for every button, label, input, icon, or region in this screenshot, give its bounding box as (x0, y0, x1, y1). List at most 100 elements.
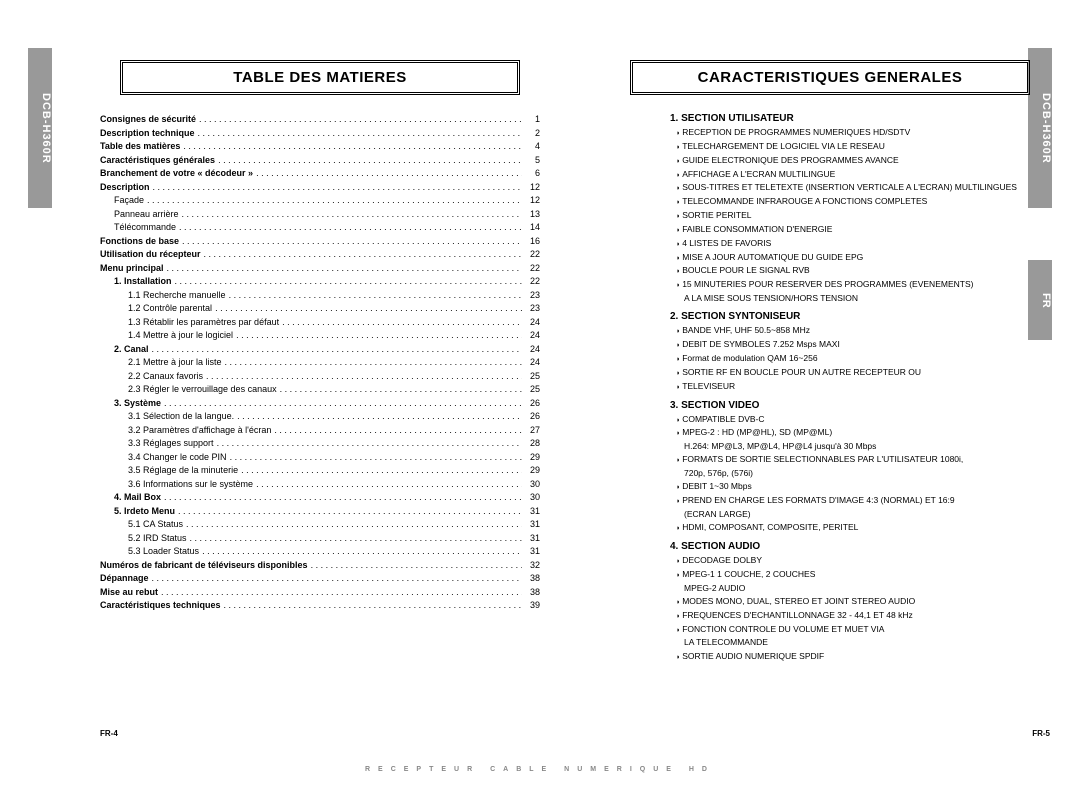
toc-label: Dépannage (100, 572, 149, 586)
feature-bullet-cont: (ECRAN LARGE) (670, 508, 1050, 521)
toc-page: 24 (522, 343, 540, 357)
toc-label: 5. Irdeto Menu (114, 505, 175, 519)
toc-dots (226, 289, 522, 303)
toc-entry: Caractéristiques générales5 (100, 154, 540, 168)
toc-entry: Consignes de sécurité 1 (100, 113, 540, 127)
toc-page: 29 (522, 451, 540, 465)
toc-dots (214, 437, 522, 451)
toc-dots (221, 599, 522, 613)
toc-dots (215, 154, 522, 168)
feature-bullet: 4 LISTES DE FAVORIS (670, 237, 1050, 251)
toc-dots (203, 370, 522, 384)
features-content: 1. SECTION UTILISATEURRECEPTION DE PROGR… (610, 113, 1050, 664)
toc-page: 38 (522, 572, 540, 586)
footer-left-page-num: FR-4 (100, 729, 118, 738)
toc-label: 3.6 Informations sur le système (128, 478, 253, 492)
toc-entry: 1. Installation22 (100, 275, 540, 289)
toc-entry: 1.1 Recherche manuelle23 (100, 289, 540, 303)
toc-dots (150, 181, 522, 195)
toc-label: Consignes de sécurité (100, 113, 196, 127)
feature-bullet: TELEVISEUR (670, 380, 1050, 394)
toc-label: 2.3 Régler le verrouillage des canaux (128, 383, 277, 397)
feature-bullet: DEBIT 1~30 Mbps (670, 480, 1050, 494)
toc-page: 24 (522, 356, 540, 370)
toc-entry: Panneau arrière13 (100, 208, 540, 222)
toc-entry: 5.1 CA Status31 (100, 518, 540, 532)
toc-label: 1.1 Recherche manuelle (128, 289, 226, 303)
toc-label: Description (100, 181, 150, 195)
toc-page: 29 (522, 464, 540, 478)
toc-label: Façade (114, 194, 144, 208)
page-left: TABLE DES MATIERES Consignes de sécurité… (100, 50, 540, 750)
toc-entry: 3.3 Réglages support 28 (100, 437, 540, 451)
feature-bullet: SOUS-TITRES ET TELETEXTE (INSERTION VERT… (670, 181, 1050, 195)
toc-label: 5.1 CA Status (128, 518, 183, 532)
toc-dots (149, 572, 522, 586)
feature-bullet: TELECOMMANDE INFRAROUGE A FONCTIONS COMP… (670, 195, 1050, 209)
toc-page: 31 (522, 545, 540, 559)
feature-bullet: COMPATIBLE DVB-C (670, 413, 1050, 427)
toc-dots (144, 194, 522, 208)
toc-page: 12 (522, 181, 540, 195)
toc-entry: Description technique2 (100, 127, 540, 141)
toc-page: 25 (522, 383, 540, 397)
page-right: CARACTERISTIQUES GENERALES 1. SECTION UT… (610, 50, 1050, 750)
toc-label: Numéros de fabricant de téléviseurs disp… (100, 559, 308, 573)
toc-page: 4 (522, 140, 540, 154)
toc-dots (233, 329, 522, 343)
feature-bullet: SORTIE AUDIO NUMERIQUE SPDIF (670, 650, 1050, 664)
footer-banner: RECEPTEUR CABLE NUMERIQUE HD (310, 766, 770, 773)
section-heading: 4. SECTION AUDIO (670, 541, 1050, 552)
toc-label: Table des matières (100, 140, 180, 154)
toc-label: 5.2 IRD Status (128, 532, 187, 546)
feature-bullet: DECODAGE DOLBY (670, 554, 1050, 568)
toc-dots (195, 127, 522, 141)
toc-label: Description technique (100, 127, 195, 141)
toc-entry: 3.1 Sélection de la langue.26 (100, 410, 540, 424)
toc-label: 3. Système (114, 397, 161, 411)
feature-bullet: FORMATS DE SORTIE SELECTIONNABLES PAR L'… (670, 453, 1050, 467)
toc-page: 31 (522, 532, 540, 546)
title-features: CARACTERISTIQUES GENERALES (630, 60, 1030, 95)
section-heading: 1. SECTION UTILISATEUR (670, 113, 1050, 124)
toc-label: 4. Mail Box (114, 491, 161, 505)
toc-entry: Caractéristiques techniques39 (100, 599, 540, 613)
toc-entry: 1.4 Mettre à jour le logiciel24 (100, 329, 540, 343)
toc-dots (158, 586, 522, 600)
toc-entry: Branchement de votre « décodeur »6 (100, 167, 540, 181)
feature-bullet: SORTIE RF EN BOUCLE POUR UN AUTRE RECEPT… (670, 366, 1050, 380)
toc-page: 30 (522, 491, 540, 505)
toc-dots (308, 559, 522, 573)
toc-page: 28 (522, 437, 540, 451)
toc-dots (196, 113, 522, 127)
feature-bullet-cont: H.264: MP@L3, MP@L4, HP@L4 jusqu'à 30 Mb… (670, 440, 1050, 453)
toc-label: 3.5 Réglage de la minuterie (128, 464, 238, 478)
toc-entry: 3.5 Réglage de la minuterie 29 (100, 464, 540, 478)
toc-entry: 5.3 Loader Status31 (100, 545, 540, 559)
toc-dots (179, 208, 522, 222)
toc-dots (277, 383, 522, 397)
toc-dots (199, 545, 522, 559)
toc-dots (180, 140, 522, 154)
feature-bullet: BANDE VHF, UHF 50.5~858 MHz (670, 324, 1050, 338)
feature-bullet-cont: LA TELECOMMANDE (670, 636, 1050, 649)
toc-entry: 5.2 IRD Status 31 (100, 532, 540, 546)
toc-dots (271, 424, 522, 438)
toc-label: Caractéristiques techniques (100, 599, 221, 613)
toc-dots (172, 275, 522, 289)
feature-bullet: PREND EN CHARGE LES FORMATS D'IMAGE 4:3 … (670, 494, 1050, 508)
toc-page: 22 (522, 248, 540, 262)
side-tab-left: DCB-H360R (28, 48, 52, 208)
toc-entry: 2.1 Mettre à jour la liste24 (100, 356, 540, 370)
feature-bullet: Format de modulation QAM 16~256 (670, 352, 1050, 366)
toc-label: Menu principal (100, 262, 164, 276)
toc-entry: 1.3 Rétablir les paramètres par défaut24 (100, 316, 540, 330)
toc-label: Branchement de votre « décodeur » (100, 167, 253, 181)
toc-page: 22 (522, 262, 540, 276)
toc-label: 2. Canal (114, 343, 149, 357)
toc-dots (149, 343, 522, 357)
toc-dots (187, 532, 522, 546)
toc-page: 1 (522, 113, 540, 127)
toc-label: 3.3 Réglages support (128, 437, 214, 451)
feature-bullet-cont: A LA MISE SOUS TENSION/HORS TENSION (670, 292, 1050, 305)
